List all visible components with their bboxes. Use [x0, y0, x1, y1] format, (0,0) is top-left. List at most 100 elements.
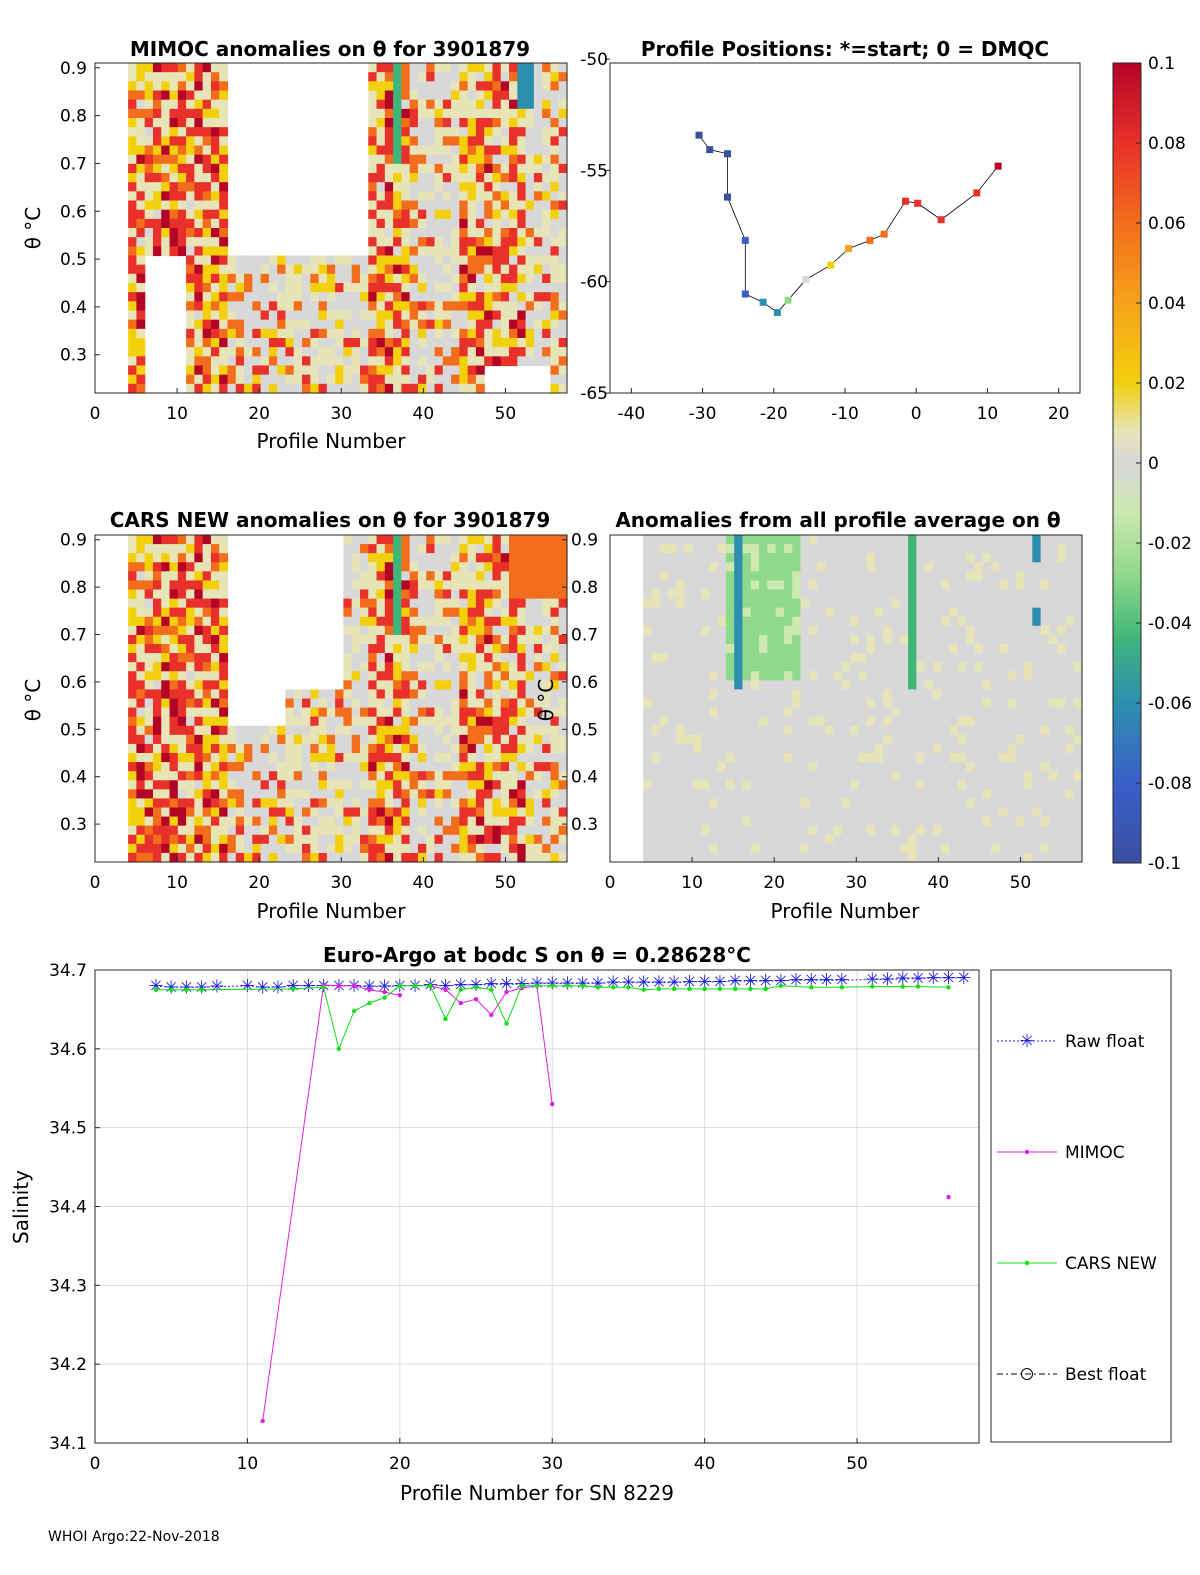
heatmap-cell — [775, 852, 785, 863]
heatmap-cell — [467, 383, 477, 394]
avg-heatmap — [643, 535, 1083, 863]
heatmap-cell — [202, 182, 212, 192]
heatmap-cell — [368, 535, 378, 545]
heatmap-cell — [558, 780, 568, 790]
heatmap-cell — [426, 716, 436, 727]
heatmap-cell — [161, 228, 171, 238]
heatmap-cell — [858, 852, 868, 863]
heatmap-cell — [343, 780, 353, 790]
heatmap-cell — [484, 671, 494, 681]
heatmap-cell — [692, 780, 702, 790]
heatmap-cell — [417, 852, 427, 863]
heatmap-cell — [750, 589, 760, 600]
heatmap-cell — [982, 535, 992, 545]
heatmap-cell — [219, 589, 229, 600]
heatmap-cell — [442, 319, 452, 330]
heatmap-cell — [558, 383, 568, 394]
heatmap-cell — [999, 762, 1009, 772]
heatmap-cell — [558, 625, 568, 636]
heatmap-cell — [475, 544, 485, 554]
heatmap-cell — [434, 716, 444, 727]
heatmap-cell — [874, 825, 884, 836]
heatmap-cell — [550, 154, 560, 165]
heatmap-cell — [1015, 544, 1025, 554]
heatmap-cell — [136, 310, 146, 321]
heatmap-cell — [351, 283, 361, 293]
heatmap-cell — [982, 798, 992, 809]
heatmap-cell — [725, 625, 735, 636]
heatmap-cell — [643, 634, 652, 645]
heatmap-cell — [451, 852, 460, 863]
heatmap-cell — [558, 209, 568, 220]
heatmap-cell — [817, 698, 826, 709]
heatmap-cell — [833, 653, 843, 663]
heatmap-cell — [651, 535, 661, 545]
heatmap-cell — [451, 843, 460, 854]
heatmap-cell — [210, 273, 220, 284]
heatmap-cell — [709, 653, 719, 663]
heatmap-cell — [509, 246, 518, 257]
heatmap-cell — [1015, 589, 1025, 600]
heatmap-cell — [1007, 625, 1017, 636]
heatmap-cell — [376, 264, 386, 275]
heatmap-cell — [734, 616, 744, 627]
heatmap-cell — [393, 246, 402, 257]
heatmap-cell — [376, 580, 386, 591]
heatmap-cell — [899, 653, 909, 663]
heatmap-cell — [891, 689, 901, 700]
heatmap-cell — [161, 63, 171, 73]
heatmap-cell — [442, 698, 452, 709]
heatmap-cell — [417, 680, 427, 691]
heatmap-cell — [957, 634, 967, 645]
heatmap-cell — [451, 653, 460, 663]
heatmap-cell — [759, 834, 768, 845]
heatmap-cell — [500, 283, 510, 293]
heatmap-cell — [194, 63, 204, 73]
heatmap-cell — [376, 374, 386, 385]
heatmap-cell — [725, 725, 735, 736]
heatmap-cell — [285, 725, 295, 736]
heatmap-cell — [982, 816, 992, 827]
heatmap-cell — [941, 580, 951, 591]
heatmap-cell — [509, 771, 518, 781]
heatmap-cell — [924, 553, 934, 563]
heatmap-cell — [434, 625, 444, 636]
heatmap-cell — [767, 816, 777, 827]
heatmap-cell — [742, 725, 752, 736]
heatmap-cell — [558, 580, 568, 591]
heatmap-cell — [409, 319, 419, 330]
heatmap-cell — [202, 365, 212, 376]
heatmap-cell — [376, 698, 386, 709]
heatmap-cell — [409, 589, 419, 600]
heatmap-cell — [376, 356, 386, 367]
heatmap-cell — [858, 607, 868, 618]
heatmap-cell — [227, 725, 237, 736]
heatmap-cell — [825, 589, 835, 600]
heatmap-cell — [500, 807, 510, 818]
heatmap-cell — [783, 571, 793, 582]
heatmap-cell — [775, 771, 785, 781]
heatmap-cell — [684, 834, 694, 845]
heatmap-cell — [858, 716, 868, 727]
heatmap-cell — [434, 662, 444, 672]
heatmap-cell — [999, 734, 1009, 745]
heatmap-cell — [767, 798, 777, 809]
heatmap-cell — [759, 807, 768, 818]
heatmap-cell — [509, 716, 518, 727]
heatmap-cell — [667, 553, 677, 563]
heatmap-cell — [277, 816, 287, 827]
heatmap-cell — [210, 218, 220, 229]
heatmap-cell — [194, 616, 204, 627]
heatmap-cell — [517, 136, 527, 147]
heatmap-cell — [916, 598, 926, 609]
heatmap-cell — [426, 338, 436, 348]
heatmap-cell — [260, 374, 270, 385]
heatmap-cell — [999, 816, 1009, 827]
heatmap-cell — [186, 571, 195, 582]
heatmap-cell — [1007, 734, 1017, 745]
heatmap-cell — [417, 228, 427, 238]
heatmap-cell — [850, 598, 860, 609]
heatmap-cell — [376, 246, 386, 257]
heatmap-cell — [509, 310, 518, 321]
heatmap-cell — [692, 762, 702, 772]
